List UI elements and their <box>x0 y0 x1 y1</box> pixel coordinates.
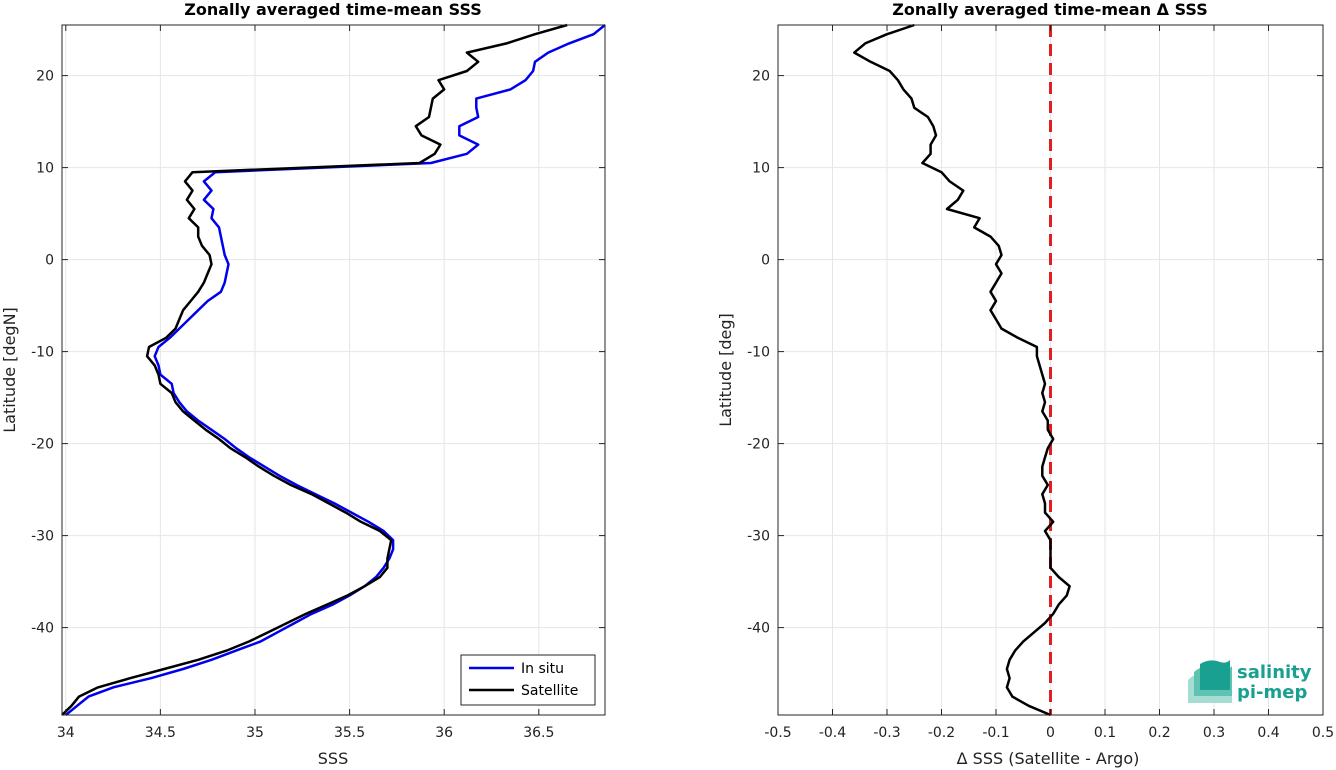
left-plot-area <box>62 25 605 715</box>
legend-label-satellite: Satellite <box>521 683 578 699</box>
salinity-pi-mep-logo: salinity pi-mep <box>1188 660 1312 703</box>
right-chart-panel: -0.5 -0.4 -0.3 -0.2 -0.1 0 0.1 0.2 0.3 0.4 0.5 -40 -… <box>716 0 1334 768</box>
left-x-tick-label: 34 <box>57 725 75 741</box>
right-x-tick-label: -0.5 <box>764 725 791 741</box>
logo-wave-icon <box>1188 660 1232 703</box>
right-y-tick-label: -40 <box>747 621 770 637</box>
left-plot-frame <box>61 24 606 716</box>
left-x-tick-label: 36 <box>435 725 453 741</box>
logo-text-salinity: salinity <box>1237 662 1312 683</box>
legend-box <box>460 654 596 706</box>
left-series-line-in-situ <box>65 24 606 716</box>
legend: In situ Satellite <box>460 654 596 706</box>
left-x-tick-label: 35.5 <box>334 725 365 741</box>
right-x-tick-label: -0.4 <box>819 725 846 741</box>
right-ticks: -0.5 -0.4 -0.3 -0.2 -0.1 0 0.1 0.2 0.3 0.4 0.5 -40 -… <box>747 25 1334 741</box>
left-ticks: 34 34.5 35 35.5 36 36.5 -40 -30 -20 -10 0 10 20 <box>31 25 605 741</box>
left-y-tick-label: -10 <box>31 345 54 361</box>
left-y-axis-label: Latitude [degN] <box>0 307 19 433</box>
left-y-tick-label: -30 <box>31 529 54 545</box>
right-y-tick-label: -20 <box>747 437 770 453</box>
left-y-tick-label: 0 <box>45 253 54 269</box>
right-chart-title: Zonally averaged time-mean Δ SSS <box>892 0 1208 19</box>
right-x-tick-label: 0.4 <box>1257 725 1279 741</box>
right-x-axis-label: Δ SSS (Satellite - Argo) <box>957 749 1140 768</box>
left-x-tick-label: 34.5 <box>145 725 176 741</box>
right-x-tick-label: 0 <box>1046 725 1055 741</box>
right-series-line-series-0 <box>853 23 1071 717</box>
right-series-group <box>853 23 1071 717</box>
left-y-tick-label: -20 <box>31 437 54 453</box>
left-series-group <box>61 23 606 716</box>
right-x-tick-label: -0.1 <box>982 725 1009 741</box>
right-x-tick-label: 0.2 <box>1148 725 1170 741</box>
right-y-tick-label: 0 <box>761 253 770 269</box>
left-x-axis-label: SSS <box>318 749 348 768</box>
right-y-tick-label: 20 <box>752 69 770 85</box>
left-y-tick-label: 10 <box>36 161 54 177</box>
right-x-tick-label: -0.2 <box>928 725 955 741</box>
left-y-tick-label: -40 <box>31 621 54 637</box>
right-y-tick-label: 10 <box>752 161 770 177</box>
right-y-tick-label: -30 <box>747 529 770 545</box>
left-chart-panel: 34 34.5 35 35.5 36 36.5 -40 -30 -20 -10 0 10 20 Zona… <box>0 0 606 768</box>
logo-text-pi-mep: pi-mep <box>1237 682 1307 703</box>
right-x-tick-label: 0.3 <box>1203 725 1225 741</box>
left-chart-title: Zonally averaged time-mean SSS <box>184 0 482 19</box>
right-x-tick-label: 0.5 <box>1312 725 1334 741</box>
right-y-tick-label: -10 <box>747 345 770 361</box>
right-x-tick-label: 0.1 <box>1094 725 1116 741</box>
left-x-tick-label: 36.5 <box>523 725 554 741</box>
legend-label-in-situ: In situ <box>521 661 564 677</box>
left-x-tick-label: 35 <box>246 725 264 741</box>
right-y-axis-label: Latitude [deg] <box>716 313 735 427</box>
left-y-tick-label: 20 <box>36 69 54 85</box>
right-x-tick-label: -0.3 <box>873 725 900 741</box>
left-series-line-satellite <box>61 23 568 716</box>
left-grid <box>62 25 605 715</box>
